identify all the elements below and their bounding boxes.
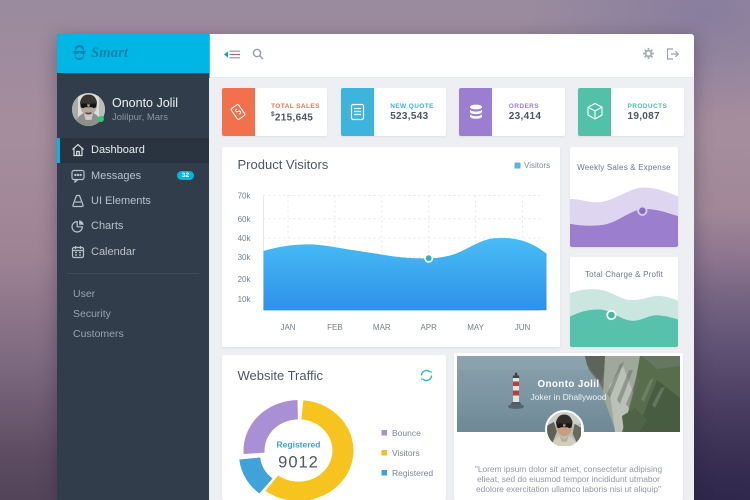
svg-text:JAN: JAN	[280, 323, 295, 332]
svg-text:JUN: JUN	[514, 323, 530, 332]
svg-text:Registered: Registered	[276, 440, 320, 450]
svg-text:MAY: MAY	[467, 323, 484, 332]
svg-text:30k: 30k	[237, 253, 251, 262]
svg-text:Bounce: Bounce	[392, 428, 421, 438]
svg-text:20k: 20k	[237, 275, 251, 284]
svg-text:Registered: Registered	[392, 468, 433, 478]
svg-text:Visitors: Visitors	[392, 448, 420, 458]
svg-text:FEB: FEB	[327, 323, 343, 332]
svg-text:60k: 60k	[237, 214, 251, 223]
svg-text:MAR: MAR	[372, 323, 390, 332]
svg-text:40k: 40k	[237, 234, 251, 243]
svg-text:APR: APR	[420, 323, 437, 332]
svg-text:10k: 10k	[237, 295, 251, 304]
svg-text:9012: 9012	[278, 454, 319, 472]
svg-text:Visitors: Visitors	[524, 160, 550, 169]
svg-text:70k: 70k	[237, 191, 251, 200]
